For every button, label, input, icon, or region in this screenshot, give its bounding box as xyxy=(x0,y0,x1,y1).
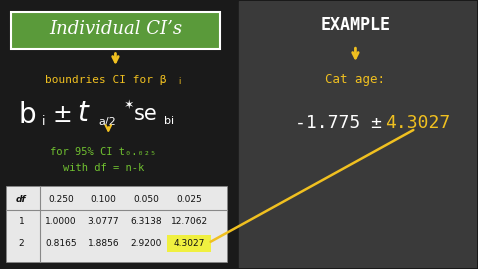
Text: 12.7062: 12.7062 xyxy=(171,217,207,226)
Text: for 95% CI t₀.₀₂₅: for 95% CI t₀.₀₂₅ xyxy=(51,147,157,157)
Text: 2: 2 xyxy=(19,239,24,248)
Text: 1: 1 xyxy=(19,217,24,226)
Text: 3.0777: 3.0777 xyxy=(88,217,120,226)
Text: t: t xyxy=(77,99,88,127)
Text: EXAMPLE: EXAMPLE xyxy=(320,16,391,34)
Text: 0.100: 0.100 xyxy=(91,195,117,204)
Text: 6.3138: 6.3138 xyxy=(130,217,162,226)
Text: 1.8856: 1.8856 xyxy=(88,239,120,248)
Text: 0.050: 0.050 xyxy=(133,195,159,204)
Text: 4.3027: 4.3027 xyxy=(385,114,451,132)
Bar xyxy=(167,235,211,252)
Text: se: se xyxy=(133,104,157,124)
Text: 2.9200: 2.9200 xyxy=(130,239,162,248)
Text: a/2: a/2 xyxy=(99,117,117,127)
Text: bi: bi xyxy=(164,116,174,126)
Text: with df = n-k: with df = n-k xyxy=(63,163,144,173)
Text: 0.8165: 0.8165 xyxy=(45,239,76,248)
Text: 1.0000: 1.0000 xyxy=(45,217,76,226)
Text: ✶: ✶ xyxy=(123,99,134,112)
Text: 0.250: 0.250 xyxy=(48,195,74,204)
Text: i: i xyxy=(42,115,45,128)
Text: b: b xyxy=(18,101,36,129)
Text: Cat age:: Cat age: xyxy=(326,73,385,86)
Bar xyxy=(11,12,220,49)
Text: 4.3027: 4.3027 xyxy=(174,239,205,248)
Text: i: i xyxy=(178,77,181,86)
Bar xyxy=(6,186,227,262)
Text: 0.025: 0.025 xyxy=(176,195,202,204)
Text: Individual CI’s: Individual CI’s xyxy=(49,20,182,38)
Bar xyxy=(239,1,477,268)
Text: -1.775 ±: -1.775 ± xyxy=(295,114,393,132)
Text: boundries CI for β: boundries CI for β xyxy=(45,75,167,85)
Text: df: df xyxy=(16,195,27,204)
Text: ±: ± xyxy=(53,102,73,126)
